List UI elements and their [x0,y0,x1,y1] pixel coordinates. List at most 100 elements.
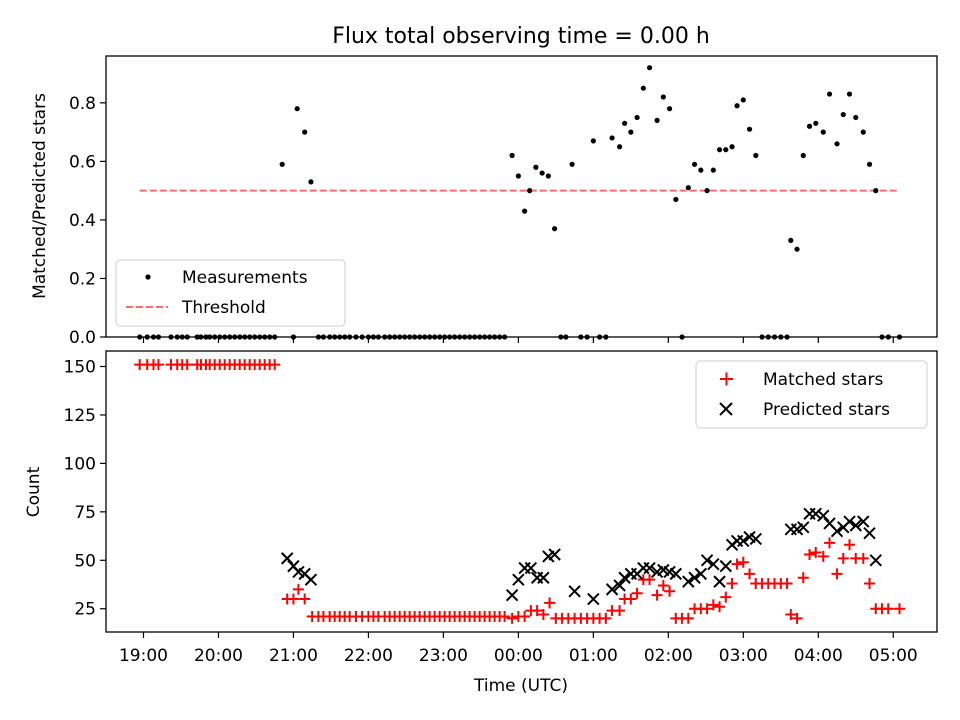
measurement-point [866,161,873,167]
top-chart-title: Flux total observing time = 0.00 h [332,24,710,49]
bottom-x-axis-label: Time (UTC) [473,676,568,696]
bottom-plot-area [134,359,906,624]
measurement-point [691,161,698,167]
x-tick-label: 23:00 [419,646,468,666]
measurement-point [734,103,740,109]
measurement-point [654,117,660,123]
predicted-star-point [843,515,856,528]
matched-star-point [614,605,626,617]
measurement-point [522,208,528,214]
matched-star-point [664,585,676,597]
x-tick-label: 22:00 [344,646,393,666]
matched-star-point [600,612,612,624]
matched-star-point [831,568,843,580]
measurement-point [515,173,521,179]
matched-star-point [714,601,726,613]
matched-star-point [726,578,738,590]
matched-star-point [837,552,849,564]
matched-star-point [737,556,749,568]
measurement-point [685,185,691,191]
predicted-star-point [830,525,844,538]
matched-star-point [531,605,543,617]
matched-star-point [804,548,816,560]
measurement-point [609,135,615,141]
predicted-star-point [613,579,626,592]
predicted-star-point [707,557,720,571]
matched-star-point [506,612,518,624]
predicted-star-point [530,571,544,584]
predicted-star-point [624,567,638,581]
predicted-star-point [688,571,701,584]
matched-star-point [707,599,719,611]
measurement-point [826,91,833,97]
bottom-y-ticks: 25 50 75 100 125 150 [64,358,106,620]
measurement-point [545,173,551,179]
matched-star-point [894,603,906,615]
measurement-point [294,106,300,112]
predicted-star-point [863,526,876,540]
measurement-point [660,94,666,100]
x-tick-label: 04:00 [794,646,843,666]
x-tick-label: 03:00 [719,646,768,666]
top-legend-box [115,259,346,327]
matched-star-point [499,610,511,622]
legend-threshold-label: Threshold [181,298,266,318]
predicted-star-point [682,575,695,588]
predicted-star-point [694,567,708,581]
bottom-y-tick-label: 50 [74,551,96,571]
measurement-point [753,152,759,159]
top-y-tick-label: 0.6 [69,152,96,172]
measurement-point [698,167,704,173]
bottom-axes-frame [105,350,938,633]
top-y-tick-label: 0.8 [69,94,96,114]
predicted-star-point [524,561,538,575]
x-tick-label: 21:00 [269,646,318,666]
predicted-star-point [737,534,750,548]
legend-measurements-label: Measurements [182,268,308,288]
measurement-point [834,141,840,147]
top-x-ticks [142,337,894,343]
bottom-panel: Count Time (UTC) 25 50 75 100 125 150 19:00 20… [24,350,938,696]
legend-predicted-label: Predicted stars [763,400,890,420]
legend-measurements-marker [145,274,151,280]
bottom-y-tick-label: 75 [74,503,96,523]
x-tick-label: 02:00 [644,646,693,666]
predicted-star-point [857,515,870,528]
predicted-star-point [784,523,798,536]
measurement-point [527,188,533,194]
matched-star-point [682,612,694,624]
matched-star-point [817,550,829,562]
measurement-point [616,144,623,150]
top-y-tick-label: 0.4 [69,211,96,231]
predicted-star-point [809,507,822,520]
measurement-point [806,123,813,129]
matched-star-point [292,583,304,595]
predicted-star-point [803,507,816,520]
matched-star-point [731,558,743,570]
predicted-star-point [548,548,561,561]
measurement-point [539,170,545,176]
predicted-star-point [797,521,810,534]
predicted-star-point [869,554,882,567]
predicted-star-point [643,561,656,575]
matched-star-point [781,578,793,590]
measurement-point [788,237,794,244]
measurement-point [666,106,673,112]
measurement-point [634,114,640,121]
legend-matched-label: Matched stars [763,370,883,390]
top-panel: Flux total observing time = 0.00 h Match… [30,24,938,348]
predicted-star-point [568,585,581,598]
bottom-y-axis-label: Count [24,466,44,517]
matched-star-point [864,578,876,590]
matched-star-point [287,593,299,605]
measurement-point [640,85,646,91]
predicted-star-point [587,592,600,606]
matched-star-point [644,574,656,586]
predicted-star-point [518,561,531,575]
predicted-star-point [719,559,733,573]
legend-predicted-marker [719,402,733,416]
predicted-star-point [637,561,650,575]
top-axes-frame [105,55,938,338]
matched-star-point [625,593,637,605]
measurement-point [853,114,859,121]
